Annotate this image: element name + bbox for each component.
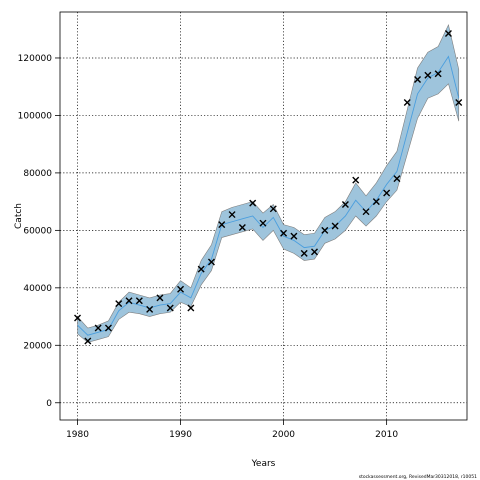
observed-point	[207, 258, 215, 266]
y-tick-label: 60000	[23, 226, 52, 236]
observed-point	[290, 232, 298, 240]
observed-point	[146, 305, 154, 313]
fit-line-group	[77, 55, 460, 336]
observed-point	[341, 201, 349, 209]
x-tick-label: 1980	[66, 430, 89, 440]
observed-point	[414, 76, 422, 84]
observed-point	[269, 205, 277, 213]
observed-point	[455, 99, 463, 107]
observed-point	[156, 294, 164, 302]
observed-point	[403, 99, 411, 107]
observed-point	[177, 285, 185, 293]
observed-point	[311, 248, 318, 256]
observed-points-group	[74, 30, 463, 345]
observed-point	[362, 208, 370, 216]
y-tick-label: 20000	[23, 341, 52, 351]
x-tick-label: 1990	[169, 430, 192, 440]
observed-point	[84, 337, 92, 345]
observed-point	[259, 219, 267, 227]
observed-point	[228, 211, 236, 219]
y-axis-title: Catch	[14, 203, 24, 229]
x-tick-label: 2000	[272, 430, 295, 440]
observed-point	[218, 221, 226, 229]
observed-point	[300, 249, 308, 257]
footer-note: stockassessment.org, RevisedMar30312018,…	[359, 474, 477, 480]
fit-line	[77, 55, 460, 336]
observed-point	[434, 70, 442, 78]
observed-point	[424, 71, 432, 79]
observed-point	[197, 265, 205, 273]
observed-point	[321, 226, 329, 234]
observed-point	[94, 324, 102, 332]
observed-point	[280, 229, 288, 237]
observed-point	[393, 175, 401, 183]
x-axis-title: Years	[251, 459, 276, 469]
y-tick-label: 120000	[18, 54, 53, 64]
observed-point	[135, 297, 143, 305]
observed-point	[372, 198, 380, 206]
observed-point	[249, 199, 257, 207]
grid-lines	[60, 12, 467, 420]
confidence-band-group	[77, 24, 460, 343]
y-axis: 0 20000 40000 60000 80000 100000 120000	[18, 54, 60, 409]
y-tick-label: 40000	[23, 284, 52, 294]
observed-point	[115, 300, 123, 308]
y-tick-label: 100000	[18, 111, 53, 121]
observed-point	[74, 314, 82, 322]
x-tick-label: 2010	[375, 430, 398, 440]
observed-point	[125, 297, 133, 305]
observed-point	[104, 324, 112, 332]
observed-point	[331, 222, 339, 230]
x-axis: 1980 1990 2000 2010	[66, 420, 398, 440]
observed-point	[383, 189, 391, 197]
observed-point	[238, 223, 246, 231]
observed-point	[352, 176, 360, 184]
observed-point	[187, 304, 195, 312]
plot-frame	[59, 11, 468, 421]
y-tick-label: 0	[46, 399, 52, 409]
observed-point	[444, 30, 452, 38]
observed-point	[166, 304, 174, 312]
y-tick-label: 80000	[23, 169, 52, 179]
confidence-band	[77, 24, 460, 343]
